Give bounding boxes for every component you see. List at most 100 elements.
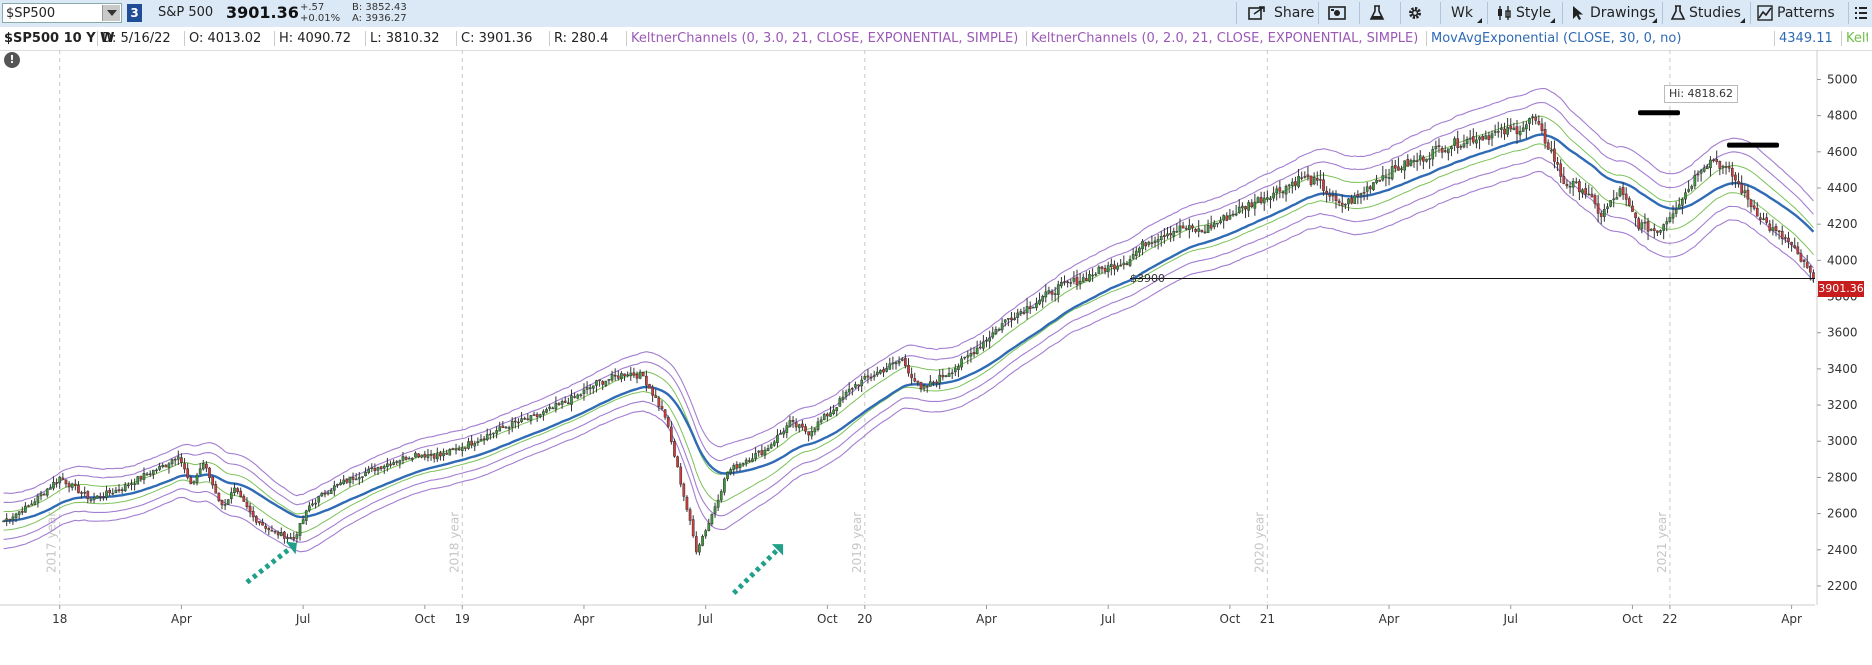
candle-body [114, 489, 118, 493]
candle [1116, 262, 1119, 272]
candle-body [217, 492, 221, 501]
candle-body [1100, 266, 1104, 269]
candle [772, 439, 776, 447]
candle [373, 463, 377, 475]
candle [1237, 199, 1241, 214]
drawings-button[interactable]: Drawings [1570, 0, 1658, 26]
candle-body [1294, 181, 1297, 186]
symbol-link-badge[interactable]: 3 [127, 4, 142, 22]
alert-icon[interactable]: ! [4, 52, 20, 68]
candle [616, 370, 620, 381]
candle-body [392, 462, 395, 465]
candle-body [308, 505, 311, 511]
study-keltner-3[interactable]: KeltnerChannels (0, 3.0, 21, CLOSE, EXPO… [631, 31, 1019, 46]
candle [8, 518, 12, 524]
candle-body [751, 458, 754, 462]
candle-body [423, 453, 427, 458]
candle-body [1181, 225, 1185, 229]
candle [258, 521, 261, 526]
candle [1031, 306, 1035, 309]
candle-body [230, 492, 233, 499]
candle-body [772, 441, 776, 446]
candle [42, 492, 46, 496]
style-button[interactable]: Style [1496, 0, 1558, 26]
candle [1222, 214, 1226, 229]
candle-body [2, 520, 5, 523]
candle [279, 527, 283, 537]
candle-body [1418, 155, 1422, 161]
lab-button[interactable] [1369, 0, 1391, 26]
symbol-input[interactable] [6, 5, 102, 21]
time-tick-label: Jul [697, 612, 712, 626]
candle-body [944, 375, 948, 377]
toolbar-divider [1562, 2, 1563, 24]
patterns-button[interactable]: Patterns [1757, 0, 1845, 26]
candle-body [885, 368, 888, 372]
study-ema-30[interactable]: MovAvgExponential (CLOSE, 30, 0, no) [1431, 31, 1682, 46]
candle-body [152, 469, 155, 475]
candle-body [111, 492, 115, 495]
snapshot-button[interactable] [1328, 0, 1352, 26]
symbol-selector[interactable] [2, 3, 122, 23]
candle [863, 373, 867, 381]
study-keltner-2[interactable]: KeltnerChannels (0, 2.0, 21, CLOSE, EXPO… [1031, 31, 1419, 46]
price-axis[interactable]: 5000480046004400420040003800360034003200… [1816, 50, 1858, 605]
candle-body [1699, 170, 1703, 174]
candle [152, 469, 155, 480]
candle-body [900, 358, 904, 361]
candle [92, 492, 96, 504]
candle-body [1696, 173, 1700, 176]
candle [866, 369, 870, 384]
candle-body [972, 351, 976, 355]
candle-body [8, 518, 12, 521]
candle-body [866, 375, 870, 378]
share-button[interactable]: Share [1248, 0, 1326, 26]
candle [1384, 168, 1388, 187]
candle [1147, 240, 1151, 248]
aggregation-button[interactable]: Wk [1451, 0, 1483, 26]
candle [910, 367, 913, 385]
candle [1652, 223, 1656, 239]
candle-body [1200, 229, 1204, 232]
menu-button[interactable] [1854, 0, 1870, 26]
candle-body [498, 426, 502, 432]
dotted-arrow [245, 546, 293, 585]
candle-body [49, 487, 52, 490]
candle [1091, 268, 1094, 282]
candle [1553, 140, 1556, 169]
candle [548, 403, 551, 412]
time-tick-label: 18 [52, 612, 67, 626]
settings-button[interactable] [1407, 0, 1429, 26]
studies-button[interactable]: Studies [1670, 0, 1746, 26]
candle [382, 464, 386, 474]
candle [239, 487, 243, 498]
candle-body [1690, 186, 1694, 189]
candle-body [20, 510, 24, 513]
candle [24, 502, 27, 513]
time-axis[interactable]: 18 Apr Jul Oct 19 Apr Jul Oct 20 Apr Jul Oct 21 Apr Ju… [0, 604, 1815, 626]
candle-body [838, 398, 842, 407]
candle-body [1275, 188, 1279, 194]
candle [563, 396, 567, 404]
candle-body [1188, 225, 1191, 230]
candle [1390, 159, 1394, 181]
candle [585, 381, 589, 395]
candle-body [560, 401, 564, 405]
candle-body [70, 483, 74, 488]
candle [123, 482, 127, 492]
candle-body [1378, 179, 1382, 182]
price-chart[interactable]: 2017 year 2018 year 2019 year 2020 year 2021… [0, 50, 1872, 665]
candle [1624, 187, 1628, 207]
study-keltner-1[interactable]: KeltnerChannels (0, 1.0, 21, CLOSE, EXPO… [1846, 31, 1868, 46]
candle [1337, 198, 1341, 207]
candle-body [435, 453, 439, 460]
candle-body [426, 454, 430, 458]
candle-body [1543, 129, 1547, 144]
symbol-dropdown-button[interactable] [102, 5, 120, 21]
candle [261, 518, 264, 526]
candle [492, 432, 495, 439]
candle-body [439, 452, 442, 457]
candle-body [854, 384, 857, 388]
candle [601, 380, 605, 391]
candle [1759, 212, 1762, 225]
